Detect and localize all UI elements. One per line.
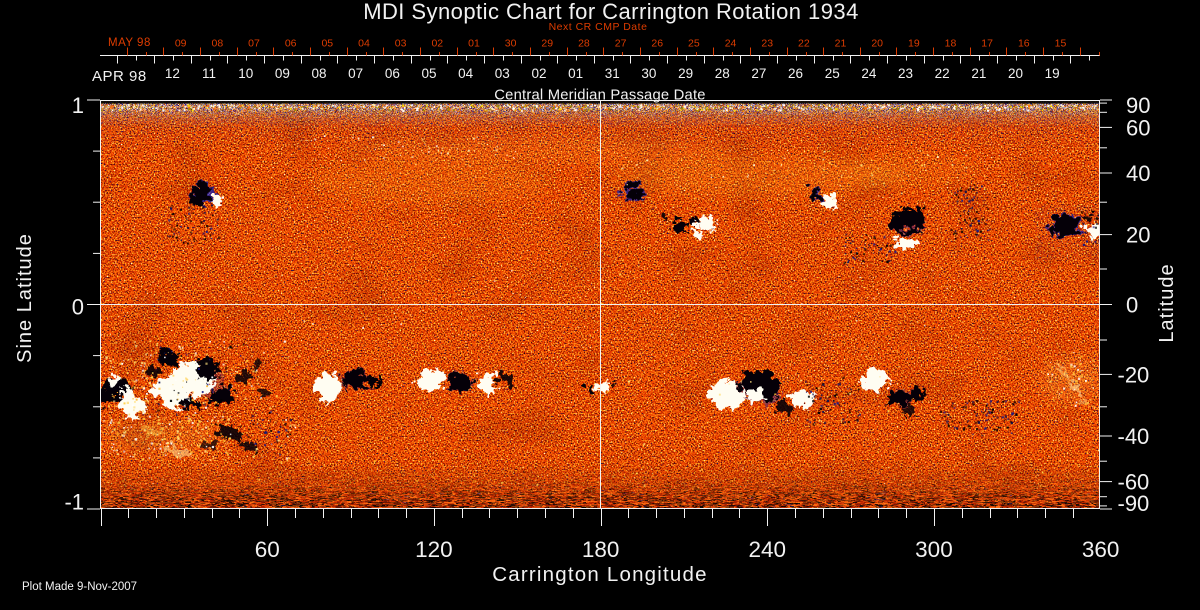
svg-text:26: 26 — [651, 38, 663, 50]
svg-text:25: 25 — [688, 38, 700, 50]
svg-text:240: 240 — [748, 537, 786, 562]
svg-text:0: 0 — [72, 294, 84, 319]
svg-text:360: 360 — [1082, 537, 1120, 562]
svg-text:04: 04 — [358, 38, 370, 50]
svg-text:18: 18 — [945, 38, 957, 50]
svg-text:21: 21 — [971, 66, 986, 81]
svg-text:90: 90 — [1126, 93, 1150, 118]
svg-text:20: 20 — [1126, 223, 1150, 248]
svg-text:01: 01 — [468, 38, 480, 50]
svg-text:300: 300 — [915, 537, 953, 562]
svg-text:MAY 98: MAY 98 — [108, 37, 151, 49]
svg-text:23: 23 — [761, 38, 773, 50]
svg-text:60: 60 — [1126, 115, 1150, 140]
svg-text:Latitude: Latitude — [1156, 263, 1178, 342]
svg-text:07: 07 — [348, 66, 363, 81]
svg-text:30: 30 — [505, 38, 517, 50]
svg-text:1: 1 — [72, 93, 84, 118]
svg-text:25: 25 — [825, 66, 840, 81]
svg-text:Sine Latitude: Sine Latitude — [14, 233, 36, 363]
svg-text:03: 03 — [395, 38, 407, 50]
svg-text:24: 24 — [725, 38, 737, 50]
svg-text:05: 05 — [321, 38, 333, 50]
svg-text:29: 29 — [541, 38, 553, 50]
svg-text:24: 24 — [861, 66, 877, 81]
svg-text:APR 98: APR 98 — [92, 68, 147, 85]
svg-text:Central Meridian Passage Date: Central Meridian Passage Date — [494, 88, 705, 104]
svg-text:120: 120 — [415, 537, 453, 562]
svg-text:0: 0 — [1126, 293, 1138, 318]
svg-text:Next CR CMP Date: Next CR CMP Date — [549, 21, 648, 33]
svg-text:10: 10 — [238, 66, 253, 81]
svg-text:07: 07 — [248, 38, 260, 50]
svg-text:180: 180 — [582, 537, 620, 562]
svg-text:Plot Made 9-Nov-2007: Plot Made 9-Nov-2007 — [22, 581, 137, 593]
svg-text:31: 31 — [605, 66, 620, 81]
svg-text:40: 40 — [1126, 161, 1150, 186]
svg-text:03: 03 — [495, 66, 510, 81]
svg-text:-40: -40 — [1118, 424, 1150, 449]
svg-text:08: 08 — [312, 66, 327, 81]
svg-text:22: 22 — [935, 66, 950, 81]
svg-text:20: 20 — [871, 38, 883, 50]
svg-text:28: 28 — [578, 38, 590, 50]
svg-text:27: 27 — [751, 66, 766, 81]
svg-text:29: 29 — [678, 66, 693, 81]
svg-text:27: 27 — [615, 38, 627, 50]
svg-text:23: 23 — [898, 66, 913, 81]
svg-text:06: 06 — [385, 66, 400, 81]
svg-text:02: 02 — [431, 38, 443, 50]
svg-text:12: 12 — [165, 66, 180, 81]
svg-text:20: 20 — [1008, 66, 1023, 81]
svg-text:08: 08 — [212, 38, 224, 50]
svg-text:19: 19 — [908, 38, 920, 50]
svg-text:06: 06 — [285, 38, 297, 50]
svg-text:15: 15 — [1055, 38, 1067, 50]
svg-text:09: 09 — [175, 38, 187, 50]
svg-text:05: 05 — [421, 66, 436, 81]
svg-text:02: 02 — [531, 66, 546, 81]
svg-text:30: 30 — [641, 66, 656, 81]
svg-text:Carrington Longitude: Carrington Longitude — [492, 563, 707, 586]
svg-text:-20: -20 — [1118, 362, 1150, 387]
svg-text:60: 60 — [255, 537, 280, 562]
svg-text:-60: -60 — [1118, 470, 1150, 495]
svg-text:01: 01 — [568, 66, 583, 81]
svg-text:22: 22 — [798, 38, 810, 50]
svg-text:11: 11 — [202, 66, 216, 81]
svg-text:21: 21 — [835, 38, 847, 50]
svg-text:MDI Synoptic Chart for Carring: MDI Synoptic Chart for Carrington Rotati… — [363, 0, 859, 24]
svg-text:16: 16 — [1018, 38, 1030, 50]
svg-text:17: 17 — [981, 38, 993, 50]
svg-text:26: 26 — [788, 66, 803, 81]
svg-text:09: 09 — [275, 66, 290, 81]
svg-text:-90: -90 — [1118, 491, 1150, 516]
svg-text:28: 28 — [715, 66, 730, 81]
svg-text:19: 19 — [1045, 66, 1060, 81]
svg-text:-1: -1 — [64, 490, 84, 515]
svg-text:04: 04 — [458, 66, 474, 81]
